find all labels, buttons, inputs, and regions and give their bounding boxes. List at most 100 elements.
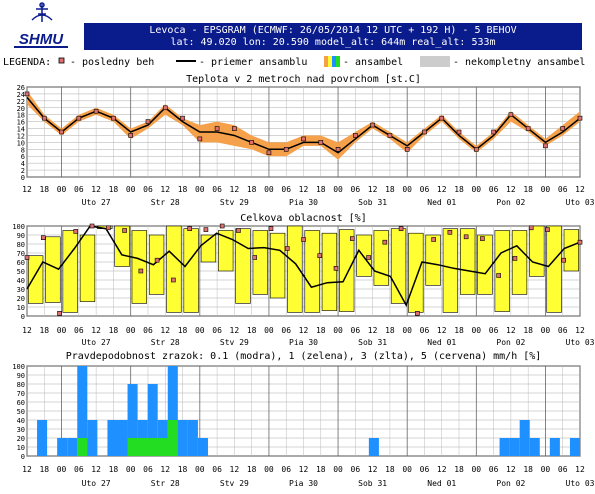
- cloud-last-run-marker: [512, 256, 518, 261]
- precip-blue-bar: [147, 384, 158, 456]
- panel-0-hour-tick-label: 06: [489, 185, 499, 194]
- panel-1-hour-tick-label: 12: [575, 326, 585, 335]
- cloud-range-bar: [442, 228, 459, 313]
- precip-blue-bar: [529, 438, 540, 456]
- panel-0-day-label: Pia 30: [289, 198, 318, 207]
- panel-1-hour-tick-label: 06: [143, 326, 153, 335]
- header-banner: Levoca - EPSGRAM (ECMWF: 26/05/2014 12 U…: [84, 23, 582, 50]
- panel-1-day-label: Uto 03: [566, 338, 595, 347]
- cloud-range-bar: [529, 225, 545, 277]
- panel-1-ytick-label: 60: [17, 259, 25, 267]
- panel-2-hour-tick-label: 12: [91, 465, 101, 474]
- panel-0-ytick-label: 20: [17, 105, 25, 113]
- panel-0-hour-tick-label: 18: [109, 185, 119, 194]
- panel-2-hour-tick-label: 06: [143, 465, 153, 474]
- temperature-last-run-marker: [232, 126, 237, 131]
- panel-2-day-label: Ned 01: [427, 479, 456, 488]
- panel-1-ytick-label: 70: [17, 250, 25, 258]
- panel-2-ytick-label: 30: [17, 426, 25, 434]
- temperature-last-run-marker: [560, 126, 566, 131]
- cloud-mean-line: [26, 225, 581, 308]
- cloud-last-run-marker: [203, 227, 209, 232]
- panel-2-day-label: Pia 30: [289, 479, 318, 488]
- temperature-last-run-marker: [335, 147, 341, 152]
- panel-1-hour-tick-label: 18: [247, 326, 257, 335]
- panel-1-hour-tick-label: 18: [454, 326, 464, 335]
- cloud-range-bar: [45, 236, 61, 303]
- panel-0-hour-tick-label: 18: [247, 185, 257, 194]
- temperature-last-run-marker: [76, 115, 82, 121]
- cloud-last-run-marker: [57, 310, 62, 316]
- panel-2-hour-tick-label: 00: [471, 465, 481, 474]
- panel-0-hour-tick-label: 06: [212, 185, 222, 194]
- cloud-last-run-marker: [415, 310, 420, 316]
- panel-1-hour-tick-label: 00: [264, 326, 274, 335]
- panel-1-hour-tick-label: 12: [437, 326, 447, 335]
- panel-2-hour-tick-label: 12: [230, 465, 240, 474]
- temperature-last-run-marker: [404, 147, 410, 152]
- cloud-range-bar: [304, 230, 320, 313]
- panel-1-hour-tick-label: 12: [506, 326, 516, 335]
- panel-2-hour-tick-label: 18: [247, 465, 257, 474]
- cloud-range-bar: [373, 230, 389, 286]
- panel-0-hour-tick-label: 00: [541, 185, 551, 194]
- panel-0-day-label: Stv 29: [220, 198, 249, 207]
- panel-0-hour-tick-label: 12: [299, 185, 309, 194]
- precip-blue-bar: [57, 438, 68, 456]
- panel-2-day-label: Uto 27: [82, 479, 111, 488]
- temperature-last-run-marker: [491, 129, 496, 135]
- cloud-range-bar: [460, 228, 476, 295]
- legend-incomplete-swatch-icon: [420, 56, 450, 67]
- panel-1-title: Celkova oblacnost [%]: [240, 213, 366, 224]
- cloud-range-bar: [27, 255, 44, 304]
- temperature-last-run-marker: [214, 126, 220, 131]
- panel-2-hour-tick-label: 18: [178, 465, 188, 474]
- cloud-range-bar: [339, 229, 355, 312]
- temperature-last-run-marker: [370, 122, 375, 128]
- panel-2-ytick-label: 100: [12, 363, 25, 371]
- panel-1-hour-tick-label: 06: [420, 326, 430, 335]
- temperature-last-run-marker: [128, 133, 133, 138]
- panel-2-hour-tick-label: 06: [351, 465, 361, 474]
- panel-1-ytick-label: 90: [17, 232, 25, 240]
- precip-blue-bar: [187, 420, 198, 456]
- legend-ensemble-label: - ansambel: [343, 57, 403, 68]
- legend-ensemble-swatch-icon: [324, 56, 340, 67]
- panel-0-hour-tick-label: 00: [195, 185, 205, 194]
- precip-blue-bar: [177, 420, 188, 456]
- panel-1-hour-tick-label: 12: [91, 326, 101, 335]
- panel-1-ytick-label: 100: [12, 223, 25, 231]
- logo-emblem-icon: [31, 2, 53, 22]
- panel-0-hour-tick-label: 12: [506, 185, 516, 194]
- precip-blue-bar: [549, 438, 560, 456]
- temperature-last-run-marker: [266, 150, 272, 156]
- panel-1-day-label: Ned 01: [427, 338, 456, 347]
- cloud-range-bar: [563, 229, 580, 272]
- panel-0-hour-tick-label: 12: [368, 185, 378, 194]
- cloud-last-run-marker: [219, 223, 225, 229]
- panel-0-hour-tick-label: 00: [57, 185, 67, 194]
- temperature-last-run-marker: [456, 129, 462, 135]
- temperature-last-run-marker: [162, 105, 168, 111]
- panel-2-hour-tick-label: 00: [541, 465, 551, 474]
- panel-1-hour-tick-label: 06: [74, 326, 84, 335]
- temperature-last-run-marker: [111, 115, 116, 121]
- panel-2-hour-tick-label: 12: [575, 465, 585, 474]
- panel-1-hour-tick-label: 12: [160, 326, 170, 335]
- panel-0-ytick-label: 10: [17, 139, 25, 147]
- cloud-range-bar: [235, 228, 251, 304]
- panel-0-hour-tick-label: 18: [178, 185, 188, 194]
- temperature-last-run-marker: [145, 119, 151, 124]
- panel-1-ytick-label: 80: [17, 241, 25, 249]
- panel-1-hour-tick-label: 18: [316, 326, 326, 335]
- panel-0-hour-tick-label: 12: [22, 185, 32, 194]
- panel-2-hour-tick-label: 00: [402, 465, 412, 474]
- panel-2-hour-tick-label: 12: [22, 465, 32, 474]
- panel-2-hour-tick-label: 00: [57, 465, 67, 474]
- panel-0-day-label: Pon 02: [496, 198, 525, 207]
- panel-2-ytick-label: 70: [17, 390, 25, 398]
- panel-2-hour-tick-label: 18: [109, 465, 119, 474]
- cloud-range-bar: [131, 230, 147, 304]
- panel-1-hour-tick-label: 00: [471, 326, 481, 335]
- panel-0-hour-tick-label: 06: [143, 185, 153, 194]
